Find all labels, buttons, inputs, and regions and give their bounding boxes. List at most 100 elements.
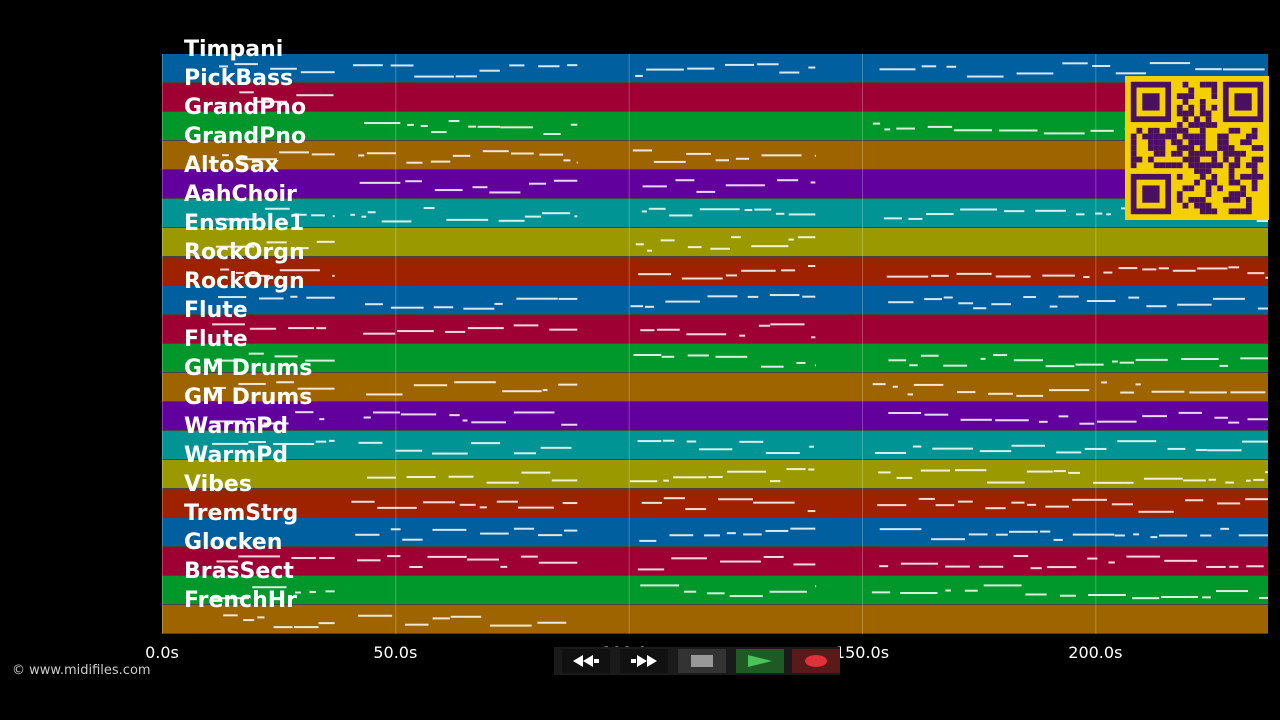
note [907,393,914,396]
note [1225,481,1235,484]
track-lane [162,141,1268,169]
note [1072,533,1115,536]
track-label: WarmPd [184,443,288,468]
note [316,240,335,243]
note [318,557,335,560]
stop-button[interactable] [678,649,726,673]
note [629,480,658,483]
note [1158,267,1169,270]
qr-module [1205,81,1212,88]
note [1181,358,1219,361]
record-button[interactable] [792,649,840,673]
note [215,245,255,248]
note [1146,305,1167,308]
note [662,439,675,442]
qr-module [1211,93,1218,100]
note [305,359,335,362]
track-lane [162,257,1268,285]
note [973,307,987,310]
qr-module [1222,133,1229,140]
note [656,328,680,331]
qr-module [1136,156,1143,163]
qr-module [1194,122,1200,128]
qr-module [1194,116,1200,123]
qr-module [1234,156,1241,163]
qr-module [1165,162,1172,169]
track-lane [162,518,1268,546]
lane-divider [162,633,1268,634]
lane-divider [162,401,1268,402]
note [1016,394,1044,397]
qr-module [1148,127,1154,134]
note [537,621,567,624]
qr-module [1176,139,1183,146]
note [454,381,496,384]
note [1178,411,1202,414]
note [1117,440,1157,443]
note [297,247,309,250]
note [245,418,256,421]
note [877,504,907,507]
note [521,471,551,474]
note [358,614,393,617]
qr-module [1188,87,1195,94]
note [1118,267,1138,270]
qr-module [1199,150,1206,157]
note [985,507,1006,510]
note [264,207,290,210]
note [769,590,807,593]
note [291,557,317,560]
note [294,626,319,629]
qr-module [1234,127,1241,134]
qr-module [1251,162,1258,169]
note [924,413,949,416]
note [563,529,578,532]
note [958,302,974,305]
note [699,448,733,451]
note [765,529,789,532]
track-label: FrenchHr [184,588,298,613]
qr-module [1257,145,1264,151]
note [763,555,784,558]
lane-divider [162,604,1268,605]
qr-module [1171,150,1177,157]
note [788,238,794,241]
lane-divider [162,488,1268,489]
qr-module [1240,139,1246,146]
note [886,275,929,278]
note [243,619,255,622]
note [223,614,238,617]
track-label: Vibes [184,472,252,497]
lane-divider [162,169,1268,170]
note [957,500,973,503]
note [927,125,953,128]
note [687,354,709,357]
note [549,328,578,331]
note [879,528,922,531]
note [1258,596,1268,599]
qr-module [1153,162,1160,169]
rewind-button[interactable] [562,649,610,673]
qr-module [1205,116,1212,123]
note [279,269,320,272]
note [406,161,423,164]
fast-forward-button[interactable] [620,649,668,673]
note [978,565,1004,568]
note [558,383,578,386]
qr-module [1234,93,1252,111]
note [296,94,334,97]
note [1132,597,1160,600]
note [288,327,315,330]
note [1106,213,1111,216]
qr-module [1205,122,1212,128]
note [1011,501,1025,504]
note [663,479,669,482]
note [311,214,325,217]
note [988,392,1013,395]
track-lane [162,315,1268,343]
qr-module [1251,168,1258,174]
qr-module [1148,139,1154,146]
track-lane [162,170,1268,198]
note [450,615,482,618]
play-button[interactable] [736,649,784,673]
